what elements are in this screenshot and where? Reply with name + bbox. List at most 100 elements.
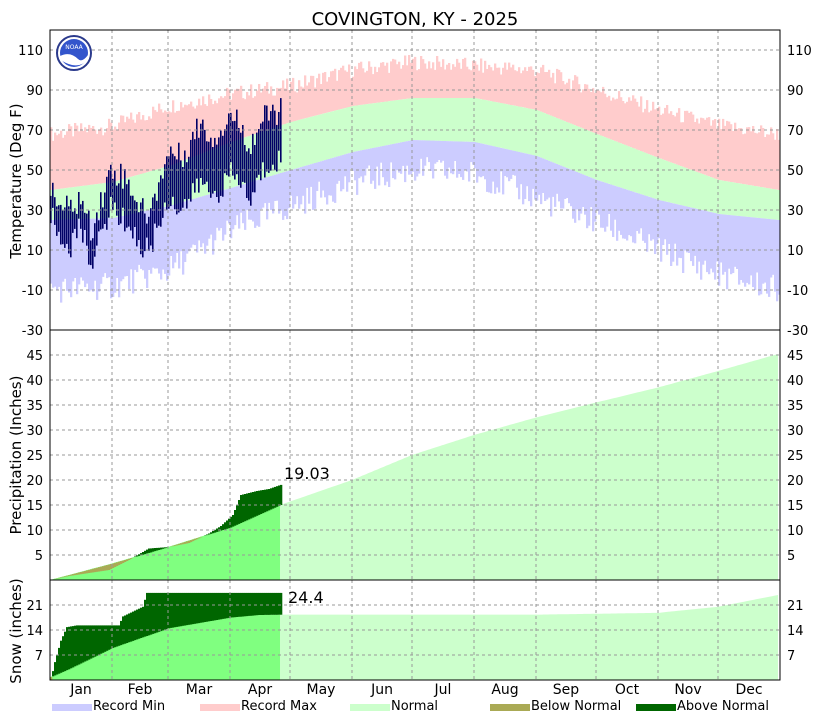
record-max-bar [78, 131, 81, 187]
snow-above-normal-bar [62, 636, 65, 672]
normal-range-bar [446, 98, 449, 142]
record-min-bar [206, 195, 209, 246]
record-min-bar [322, 160, 325, 191]
record-min-bar [392, 144, 395, 179]
normal-range-bar [462, 98, 465, 142]
observed-temp-bar [82, 200, 84, 243]
record-max-bar [708, 117, 711, 177]
record-min-bar [562, 166, 565, 209]
normal-range-bar [516, 106, 519, 152]
record-min-bar [436, 140, 439, 163]
record-max-bar [304, 75, 307, 119]
normal-range-bar [80, 186, 83, 219]
record-min-bar [170, 205, 173, 256]
record-max-bar [348, 64, 351, 107]
record-min-bar [498, 147, 501, 193]
record-min-bar [318, 161, 321, 182]
record-min-bar [368, 148, 371, 166]
record-max-bar [758, 132, 761, 187]
record-max-bar [240, 85, 243, 139]
record-max-bar [722, 118, 725, 181]
record-min-bar [772, 219, 775, 275]
normal-range-bar [610, 139, 613, 185]
record-max-bar [592, 88, 595, 133]
observed-temp-bar [228, 113, 230, 177]
snow-above-normal-bar [108, 625, 111, 650]
record-max-bar [744, 133, 747, 185]
record-min-bar [480, 143, 483, 178]
record-max-bar [560, 72, 563, 120]
record-max-bar [96, 133, 99, 185]
record-min-bar [214, 192, 217, 241]
precip-tick-right: 15 [787, 499, 804, 514]
observed-temp-bar [168, 156, 170, 209]
precip-tick-right: 10 [787, 524, 804, 539]
normal-range-bar [628, 146, 631, 191]
record-max-bar [314, 87, 317, 116]
precip-above-normal-bar [280, 484, 283, 505]
normal-range-bar [282, 124, 285, 173]
record-min-bar [284, 171, 287, 216]
record-min-bar [690, 207, 693, 262]
normal-range-bar [634, 148, 637, 193]
record-max-bar [282, 80, 285, 125]
snow-above-normal-bar [94, 625, 97, 657]
normal-range-bar [318, 114, 321, 162]
record-max-bar [434, 69, 437, 98]
snow-tick-right: 7 [787, 649, 795, 664]
record-max-bar [684, 110, 687, 168]
record-max-bar [152, 106, 155, 171]
record-max-bar [478, 70, 481, 99]
record-max-bar [248, 95, 251, 136]
normal-range-bar [292, 121, 295, 170]
record-min-bar [764, 218, 767, 283]
record-min-bar [156, 208, 159, 269]
precip-below-normal-bar [98, 567, 101, 572]
snow-above-normal-bar [144, 599, 147, 637]
observed-temp-bar [242, 125, 244, 182]
record-max-bar [654, 109, 657, 157]
record-min-bar [324, 160, 327, 198]
observed-temp-bar [108, 170, 110, 218]
precip-above-normal-bar [256, 491, 259, 516]
normal-range-bar [630, 147, 633, 191]
precip-below-normal-bar [86, 570, 89, 574]
record-max-bar [210, 99, 213, 150]
normal-range-bar [566, 122, 569, 168]
snow-above-normal-bar [192, 592, 195, 625]
snow-above-normal-bar [96, 625, 99, 656]
precip-above-normal-bar [260, 490, 263, 514]
precip-normal-ytd-area [50, 505, 280, 580]
record-min-bar [400, 142, 403, 174]
record-min-bar [174, 204, 177, 263]
record-max-bar [604, 93, 607, 138]
precip-above-normal-bar [212, 531, 215, 534]
record-max-bar [714, 119, 717, 179]
temperature-tick-left: 110 [18, 44, 43, 59]
record-max-bar [50, 127, 53, 190]
normal-range-bar [772, 189, 775, 220]
record-min-bar [626, 189, 629, 241]
normal-range-bar [372, 103, 375, 148]
snow-above-normal-bar [246, 592, 249, 617]
temperature-tick-right: 30 [787, 204, 804, 219]
record-min-bar [172, 204, 175, 269]
temperature-tick-left: 10 [26, 244, 43, 259]
record-min-bar [716, 213, 719, 262]
legend-swatch [636, 704, 676, 711]
observed-temp-bar [260, 123, 262, 181]
normal-range-bar [440, 98, 443, 141]
snow-above-normal-bar [234, 592, 237, 618]
snow-above-normal-bar [180, 592, 183, 627]
record-max-bar [672, 115, 675, 164]
normal-range-bar [686, 168, 689, 207]
precip-below-normal-bar [70, 574, 73, 576]
normal-range-bar [336, 110, 339, 157]
snow-above-normal-bar [140, 607, 143, 638]
record-min-bar [580, 173, 583, 214]
normal-range-bar [506, 104, 509, 150]
month-label-aug: Aug [491, 682, 518, 698]
record-min-bar [710, 212, 713, 269]
record-max-bar [534, 76, 537, 110]
